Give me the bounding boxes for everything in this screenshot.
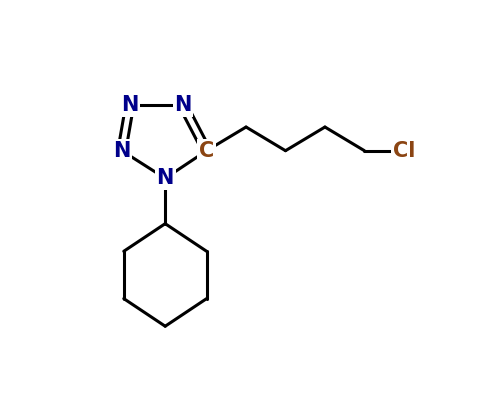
Text: N: N [121,95,138,115]
Text: C: C [199,141,214,161]
Text: N: N [174,95,192,115]
Text: Cl: Cl [392,141,415,161]
Text: N: N [113,141,130,161]
Text: N: N [156,168,174,188]
